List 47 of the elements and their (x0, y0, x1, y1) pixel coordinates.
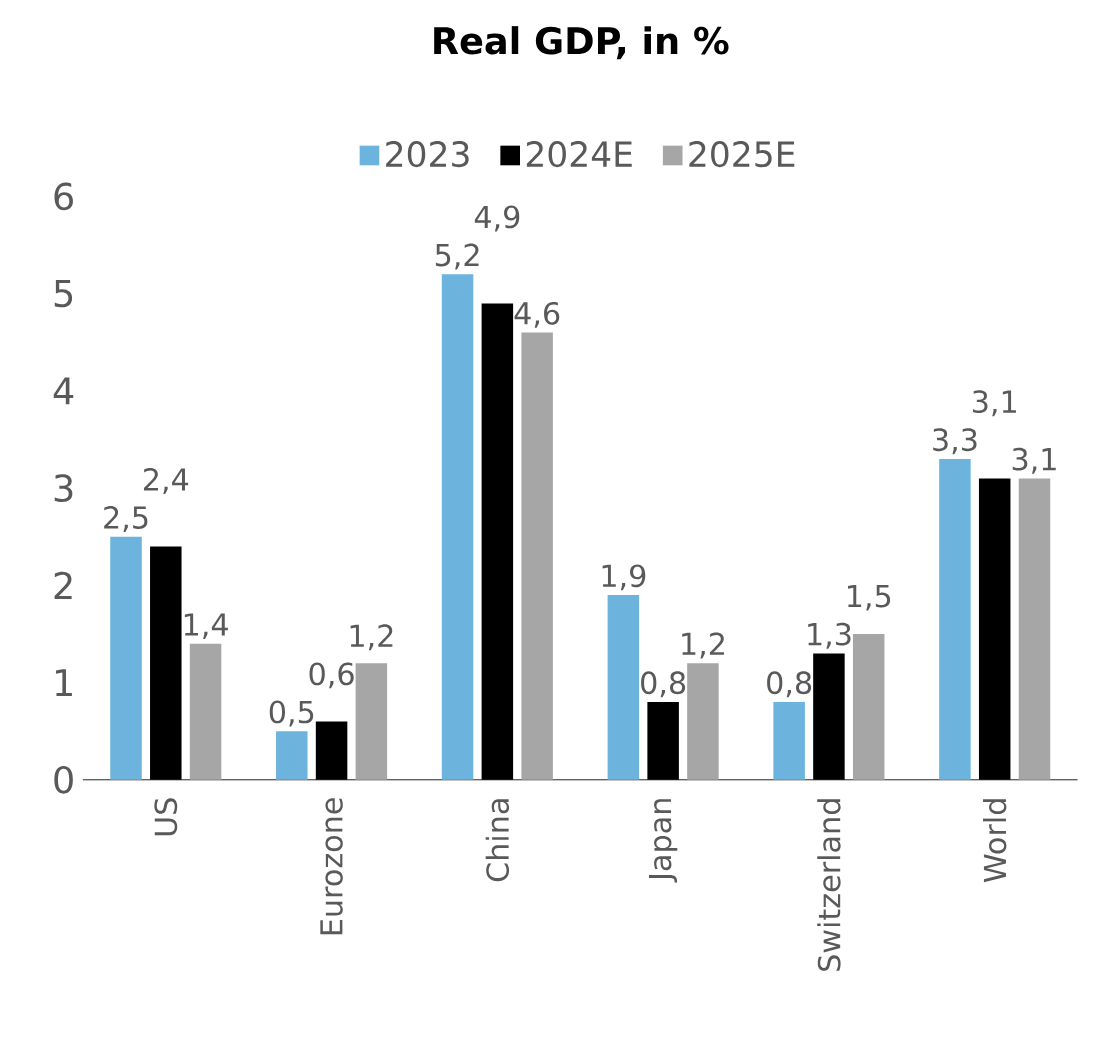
legend-label: 2023 (386, 141, 469, 168)
x-tick-label: World (983, 799, 1007, 883)
y-tick-label: 4 (53, 377, 74, 405)
bar (355, 663, 388, 780)
data-label: 5,2 (435, 243, 479, 270)
legend-label: 2025E (689, 141, 795, 168)
chart-title: Real GDP, in % (434, 26, 729, 60)
bar (687, 663, 719, 780)
data-label: 1,4 (184, 613, 228, 640)
bar (1018, 478, 1051, 780)
data-label: 1,2 (682, 632, 724, 659)
y-tick-label: 6 (54, 182, 73, 211)
bar (521, 332, 553, 780)
bar (607, 595, 640, 780)
x-tick-label: China (485, 799, 510, 882)
data-label: 1,5 (848, 585, 891, 611)
data-label: 0,8 (767, 671, 812, 698)
y-tick-label: 0 (54, 765, 73, 794)
bar (939, 459, 971, 780)
x-tick-label: Eurozone (320, 798, 343, 935)
x-tick-label: US (154, 798, 178, 836)
y-tick-label: 5 (54, 280, 73, 308)
bar (276, 731, 308, 780)
data-label: 1,9 (602, 564, 646, 591)
y-tick-label: 3 (54, 474, 73, 503)
data-label: 0,8 (641, 671, 686, 698)
y-tick-label: 2 (54, 571, 72, 600)
bar (189, 643, 222, 780)
legend-label: 2024E (526, 141, 632, 168)
data-label: 0,5 (269, 700, 314, 727)
data-label: 3,1 (972, 390, 1016, 417)
y-tick-label: 1 (55, 669, 72, 697)
data-label: 4,9 (474, 205, 520, 232)
data-label: 3,1 (1012, 447, 1056, 474)
data-label: 2,4 (143, 468, 189, 495)
data-label: 4,6 (514, 301, 560, 328)
bar (852, 634, 885, 780)
bar (773, 702, 805, 780)
data-label: 2,5 (104, 506, 148, 533)
data-label: 1,2 (350, 624, 393, 651)
x-tick-label: Switzerland (817, 799, 841, 971)
data-label: 0,6 (309, 662, 354, 689)
x-tick-label: Japan (648, 799, 678, 883)
bar (110, 536, 142, 780)
data-label: 3,3 (933, 428, 977, 455)
bar (441, 274, 474, 780)
data-label: 1,3 (808, 622, 851, 649)
